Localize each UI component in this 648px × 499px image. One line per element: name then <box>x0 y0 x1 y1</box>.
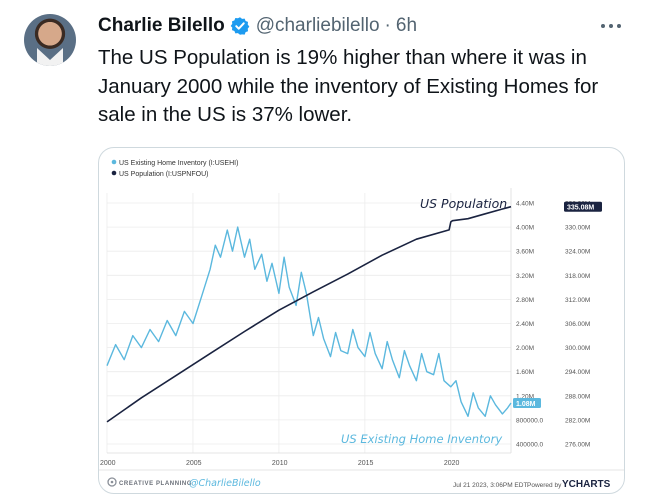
x-tick-label: 2000 <box>100 460 116 467</box>
chart-svg: US Existing Home Inventory (I:USEHI) US … <box>99 159 624 490</box>
series-line-population <box>106 205 512 423</box>
footer-date: Jul 21 2023, 3:06PM EDT. <box>453 482 529 489</box>
y-right-tick-label: 318.00M <box>565 273 590 280</box>
legend-inventory: US Existing Home Inventory (I:USEHI) <box>119 160 238 167</box>
y-right-tick-label: 276.00M <box>565 442 590 449</box>
tweet-header: Charlie Bilello @charliebilello · 6h <box>98 14 417 38</box>
y-left-tick-label: 1.20M <box>516 393 534 400</box>
y-left-tick-label: 2.40M <box>516 321 534 328</box>
value-tags: 335.08M 1.08M <box>513 201 602 409</box>
y-right-tick-label: 330.00M <box>565 225 590 232</box>
population-value-label: 335.08M <box>567 205 594 212</box>
x-tick-label: 2020 <box>444 460 460 467</box>
y-left-tick-label: 3.20M <box>516 273 534 280</box>
y-right-tick-label: 306.00M <box>565 321 590 328</box>
footer-handle: @CharlieBilello <box>189 478 261 489</box>
footer-ycharts-logo: YCHARTS <box>562 479 611 490</box>
author-handle[interactable]: @charliebilello <box>255 15 380 36</box>
creative-planning-logo-icon <box>107 477 117 487</box>
y-left-tick-label: 1.60M <box>516 369 534 376</box>
y-right-tick-label: 294.00M <box>565 369 590 376</box>
legend-population: US Population (I:USPNFOU) <box>119 171 208 178</box>
y-left-tick-label: 4.00M <box>516 225 534 232</box>
inventory-value-label: 1.08M <box>516 401 536 408</box>
chart-lines <box>106 205 512 423</box>
annotation-us-population: US Population <box>420 196 507 211</box>
series-line-inventory <box>106 226 512 417</box>
author-name[interactable]: Charlie Bilello <box>98 15 225 36</box>
legend-marker-population <box>111 170 117 176</box>
y-left-tick-label: 3.60M <box>516 249 534 256</box>
footer-brand: CREATIVE PLANNING <box>119 481 192 487</box>
verified-badge-icon <box>230 17 250 35</box>
y-right-tick-label: 288.00M <box>565 393 590 400</box>
chart-ticks: 400000.0 800000.0 1.20M 1.60M 2.00M 2.40M 2.80… <box>100 201 590 468</box>
population-value-tag <box>564 201 602 212</box>
x-tick-label: 2010 <box>272 460 288 467</box>
tweet-timestamp[interactable]: 6h <box>395 15 418 36</box>
inventory-value-tag <box>513 398 541 409</box>
more-options-icon[interactable] <box>598 14 624 38</box>
separator-dot: · <box>384 15 391 36</box>
y-right-tick-label: 300.00M <box>565 345 590 352</box>
y-right-tick-label: 312.00M <box>565 297 590 304</box>
author-avatar[interactable] <box>24 14 76 66</box>
legend-marker-inventory <box>111 159 117 165</box>
x-tick-label: 2005 <box>186 460 202 467</box>
y-left-tick-label: 2.80M <box>516 297 534 304</box>
y-left-tick-label: 400000.0 <box>516 442 543 449</box>
chart-image-card[interactable]: US Existing Home Inventory (I:USEHI) US … <box>98 147 625 494</box>
y-left-tick-label: 800000.0 <box>516 417 543 424</box>
footer-powered: Powered by <box>527 482 562 489</box>
tweet-text: The US Population is 19% higher than whe… <box>98 46 599 126</box>
annotation-home-inventory: US Existing Home Inventory <box>341 432 502 446</box>
y-left-tick-label: 2.00M <box>516 345 534 352</box>
y-left-tick-label: 4.40M <box>516 201 534 208</box>
x-tick-label: 2015 <box>358 460 374 467</box>
y-right-tick-label: 282.00M <box>565 417 590 424</box>
y-right-tick-label: 324.00M <box>565 249 590 256</box>
